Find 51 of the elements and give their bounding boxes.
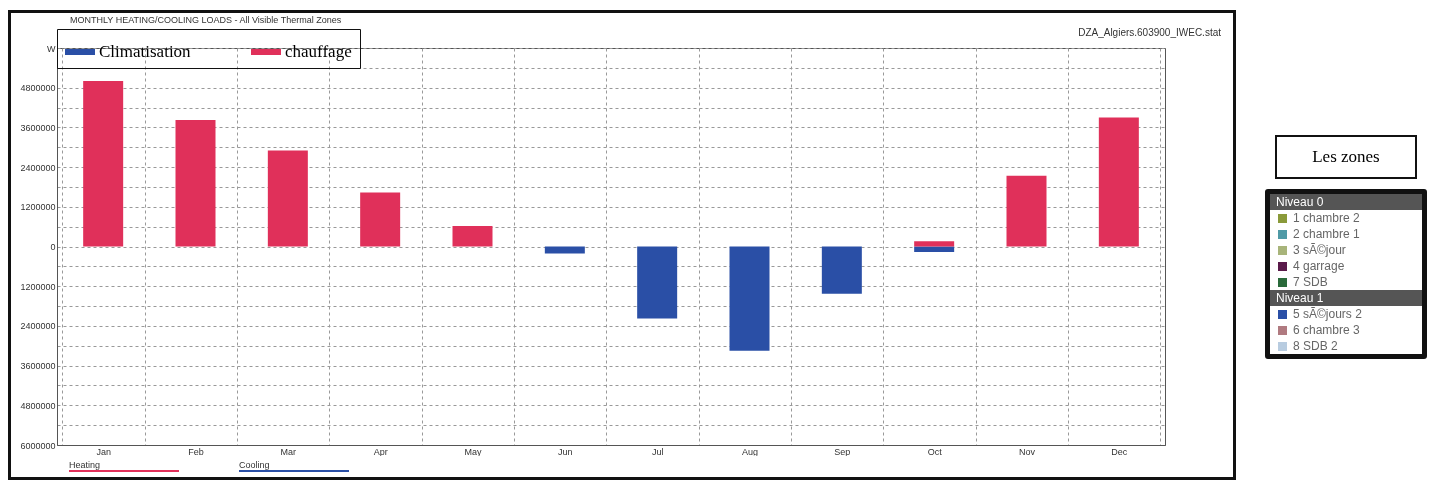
text: Les zones [1275, 135, 1417, 179]
text: DZA_Algiers.603900_IWEC.stat [1078, 27, 1221, 38]
y-tick-label: 2400000 [20, 321, 56, 332]
y-tick-label: 6000000 [20, 440, 56, 451]
y-tick-label: 2400000 [20, 162, 56, 173]
legend-label: chauffage [285, 42, 352, 61]
bar [821, 246, 862, 294]
text: 4 garrage [1293, 259, 1345, 273]
text: Niveau 1 [1270, 290, 1422, 306]
text: 7 SDB [1293, 275, 1328, 289]
bar [1098, 117, 1139, 247]
x-tick-label: Aug [741, 446, 759, 457]
text: Heating [69, 460, 179, 472]
x-tick-label: Feb [188, 446, 204, 457]
y-tick-label: 4800000 [20, 83, 56, 94]
bar [360, 192, 401, 247]
y-tick-label: 0 [50, 242, 56, 252]
x-tick-label: Apr [373, 446, 388, 457]
bar [914, 241, 955, 247]
y-tick-label: W [47, 43, 56, 54]
bar [267, 150, 308, 247]
x-tick-label: Sep [834, 446, 851, 457]
text: 2 chambre 1 [1293, 227, 1360, 241]
bar [83, 81, 124, 247]
bar [175, 120, 216, 247]
text: Cooling [239, 460, 349, 472]
bar [729, 246, 770, 351]
bar [452, 225, 493, 247]
x-tick-label: Oct [927, 446, 943, 457]
text: Niveau 0 [1270, 194, 1422, 210]
x-tick-label: Dec [1111, 446, 1128, 457]
text: 1 chambre 2 [1293, 211, 1360, 225]
x-tick-label: Mar [280, 446, 297, 457]
text: 8 SDB 2 [1293, 339, 1338, 353]
bar [1006, 175, 1047, 247]
legend-label: Climatisation [99, 42, 192, 61]
y-tick-label: 3600000 [20, 361, 56, 372]
x-tick-label: Nov [1018, 446, 1036, 457]
text: 3 sÃ©jour [1293, 243, 1346, 257]
y-tick-label: 1200000 [20, 202, 56, 213]
y-tick-label: 3600000 [20, 122, 56, 133]
x-tick-label: Jun [558, 446, 573, 457]
chart-title: MONTHLY HEATING/COOLING LOADS - All Visible Thermal Zones [69, 14, 342, 25]
text: 5 sÃ©jours 2 [1293, 307, 1362, 321]
y-tick-label: 4800000 [20, 400, 56, 411]
x-tick-label: Jul [651, 446, 664, 457]
x-tick-label: May [464, 446, 482, 457]
x-tick-label: Jan [96, 446, 111, 457]
y-tick-label: 1200000 [20, 281, 56, 292]
text: 6 chambre 3 [1293, 323, 1360, 337]
bar [637, 246, 678, 319]
